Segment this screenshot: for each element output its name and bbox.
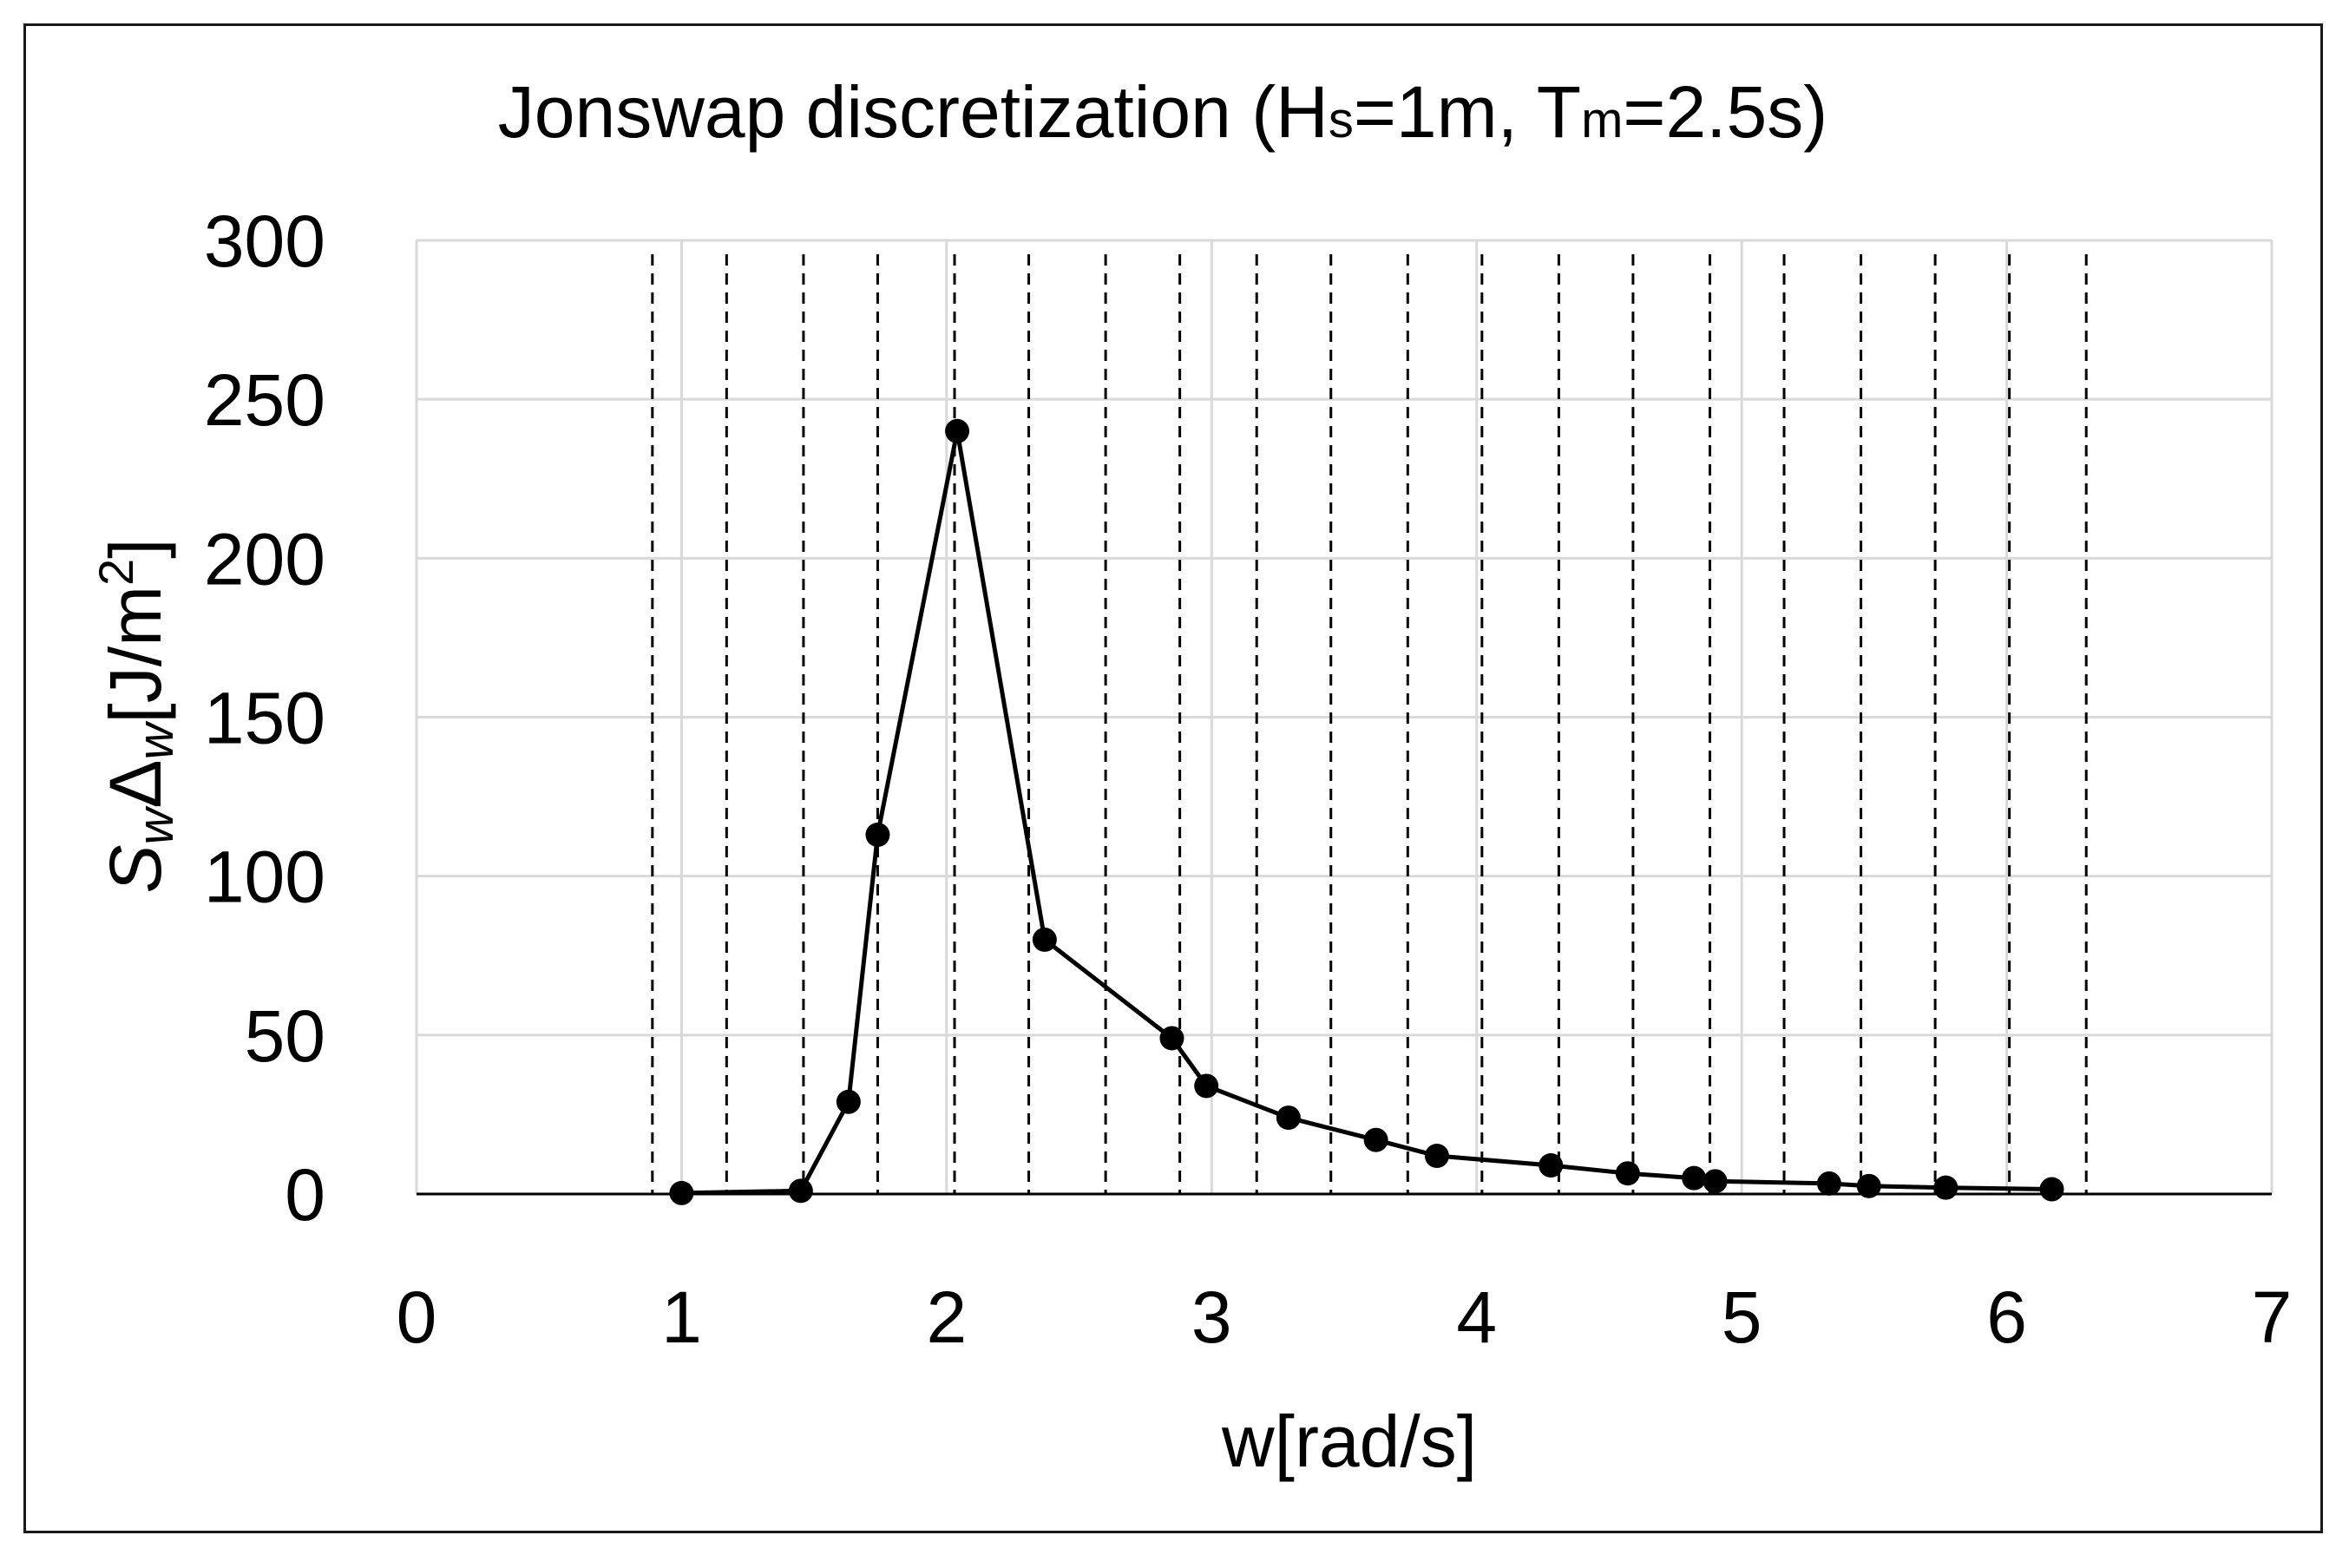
x-tick-label: 1 [661,1276,702,1358]
data-point [1703,1169,1728,1194]
data-point [1363,1127,1388,1152]
data-point [1032,927,1057,952]
data-point [2039,1177,2064,1202]
y-tick-label: 0 [285,1154,325,1236]
data-point [669,1180,694,1205]
data-point [1424,1144,1449,1169]
data-point [1856,1173,1881,1198]
y-tick-label: 300 [204,200,325,282]
x-tick-label: 6 [1986,1276,2027,1358]
y-axis-title: SwΔw[J/m2] [89,538,184,893]
x-tick-label: 0 [397,1276,437,1358]
y-tick-label: 250 [204,359,325,441]
x-tick-label: 2 [926,1276,967,1358]
y-tick-label: 150 [204,678,325,759]
y-tick-label: 100 [204,836,325,918]
data-point [1682,1165,1707,1191]
data-point [1159,1026,1184,1051]
data-point [1933,1175,1959,1200]
data-point [1276,1105,1301,1131]
data-point [1539,1153,1564,1178]
series-line [681,429,2052,1196]
gridlines [415,239,2274,1194]
data-point [836,1089,861,1114]
data-point [1615,1161,1640,1186]
data-point [788,1178,813,1204]
chart-title: Jonswap discretization (Hs=1m, Tm=2.5s) [498,71,1827,153]
y-tick-labels: 0 50 100 150 200 250 300 [204,200,325,1236]
x-tick-labels: 0 1 2 3 4 5 6 7 [397,1276,2293,1358]
data-points [669,418,2064,1205]
data-point [1816,1171,1841,1196]
series-polyline [681,429,2052,1196]
x-tick-label: 3 [1191,1276,1232,1358]
data-point [1194,1073,1219,1099]
x-tick-label: 4 [1456,1276,1497,1358]
x-tick-label: 5 [1722,1276,1762,1358]
y-tick-label: 50 [245,995,325,1077]
y-tick-label: 200 [204,518,325,600]
x-axis-title: w[rad/s] [1221,1401,1477,1482]
data-point [865,823,890,848]
discretization-boundaries [651,254,2088,1194]
x-tick-label: 7 [2252,1276,2293,1358]
data-point [945,418,970,443]
chart-frame [23,23,2323,1533]
